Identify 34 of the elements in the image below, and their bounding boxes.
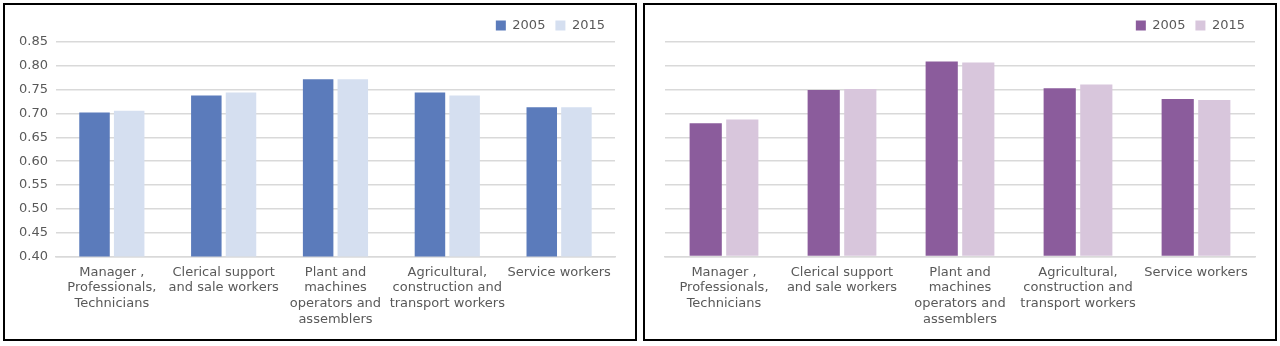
legend-label: 2005: [1152, 16, 1186, 32]
x-tick-label: Manager , Professionals, Technicians: [679, 263, 769, 310]
x-tick-label: Clerical support and sale workers: [786, 263, 898, 295]
y-tick-label: 0.40: [18, 247, 48, 263]
y-tick-label: 0.60: [18, 152, 48, 168]
bar: [962, 62, 995, 256]
y-tick-label: 0.70: [18, 104, 48, 120]
bar: [807, 89, 840, 256]
y-tick-label: 0.65: [18, 128, 48, 144]
legend-label: 2015: [1211, 16, 1246, 32]
legend-label: 2005: [512, 16, 546, 32]
x-tick-label: Manager , Professionals, Technicians: [67, 263, 157, 310]
x-tick-label: Service workers: [507, 263, 611, 279]
x-tick-label: Plant and machines operators and assemblers: [289, 263, 382, 326]
bar: [689, 123, 722, 256]
y-tick-label: 0.50: [18, 200, 48, 216]
y-tick-label: 0.85: [18, 33, 48, 49]
x-tick-label: Plant and machines operators and assemblers: [914, 263, 1006, 326]
y-tick-label: 0.75: [18, 81, 48, 97]
x-tick-label: Agricultural, construction and transport workers: [1020, 263, 1136, 310]
bar: [1080, 84, 1113, 256]
y-tick-label: 0.80: [18, 57, 48, 73]
bar: [844, 89, 877, 256]
bar: [1161, 98, 1194, 256]
y-tick-label: 0.45: [18, 224, 48, 240]
y-tick-label: 0.55: [18, 176, 48, 192]
x-tick-label: Service workers: [1144, 263, 1248, 279]
x-tick-label: Clerical support and sale workers: [168, 263, 279, 295]
bar: [726, 119, 759, 256]
bar: [1043, 88, 1076, 256]
bar: [925, 61, 958, 256]
legend-label: 2015: [571, 16, 606, 32]
bar: [1198, 99, 1231, 256]
x-tick-label: Agricultural, construction and transport workers: [389, 263, 506, 310]
